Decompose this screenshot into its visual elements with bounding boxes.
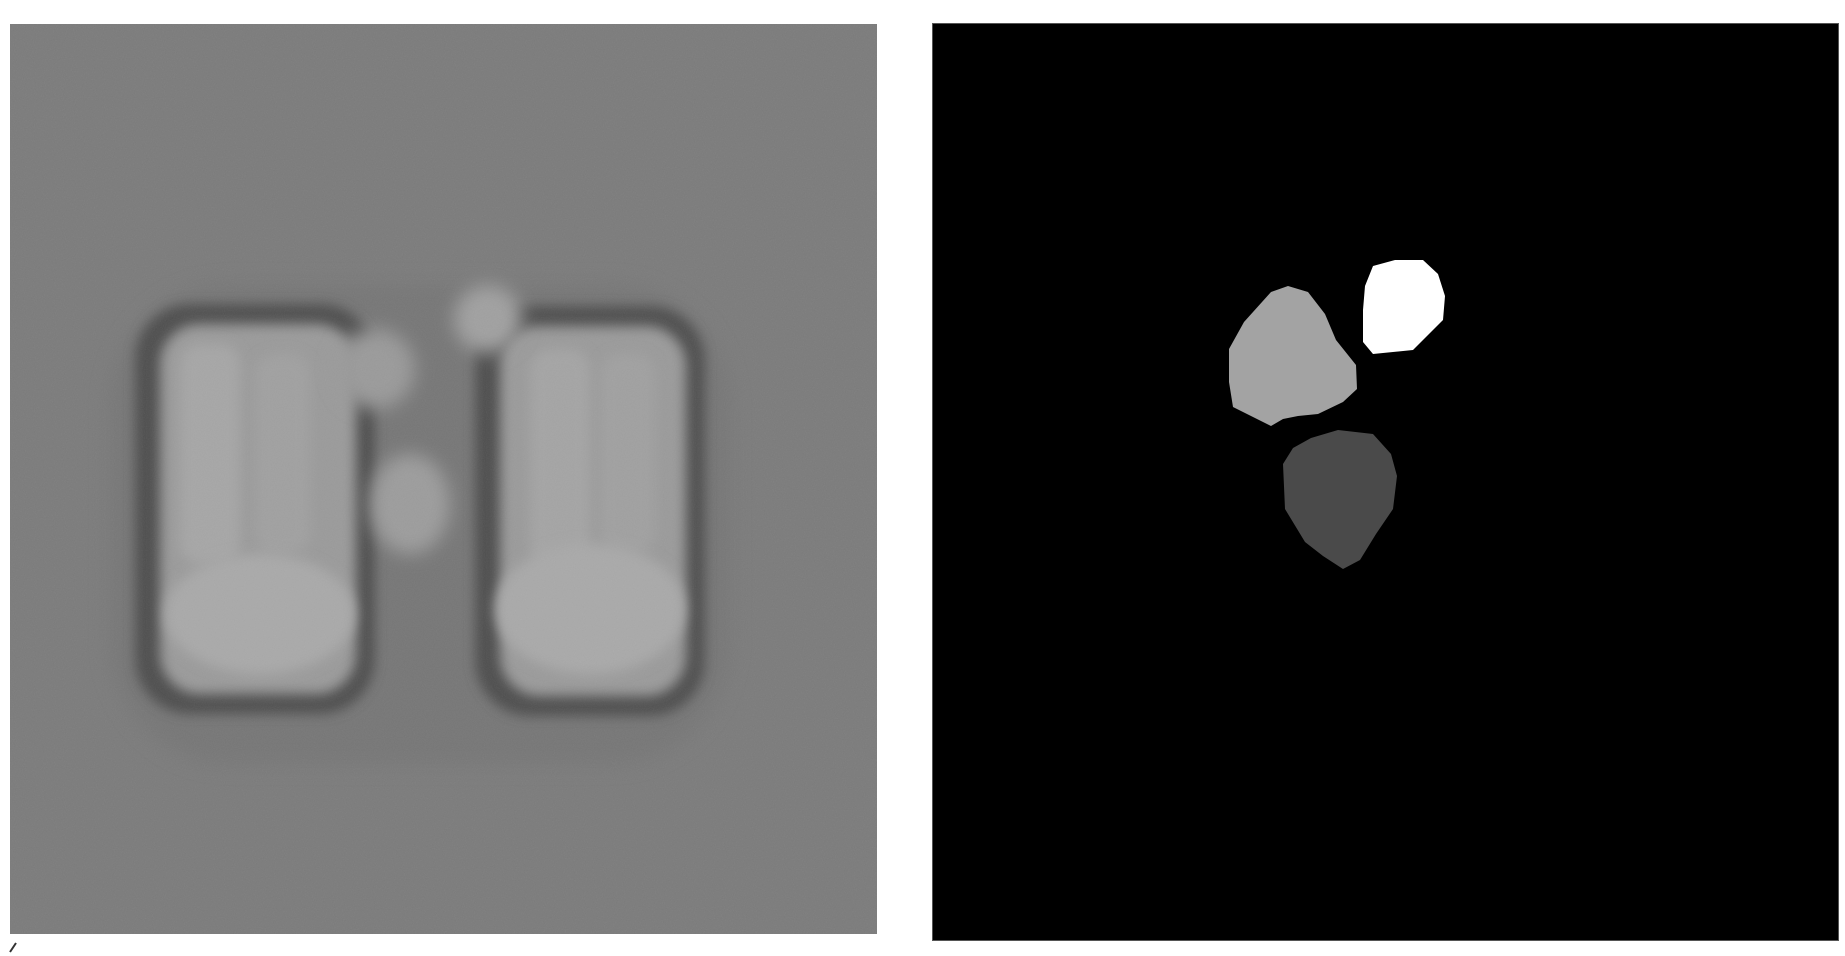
image-grain [10, 24, 877, 934]
mask-region-light-gray [1229, 286, 1357, 426]
mask-region-white [1363, 260, 1445, 354]
segmentation-mask [933, 24, 1838, 940]
microscopy-image-panel [10, 24, 877, 934]
segmentation-mask-panel [932, 23, 1839, 941]
mask-region-dark-gray [1283, 430, 1397, 569]
microscopy-image [10, 24, 877, 934]
corner-mark-icon [9, 942, 17, 953]
